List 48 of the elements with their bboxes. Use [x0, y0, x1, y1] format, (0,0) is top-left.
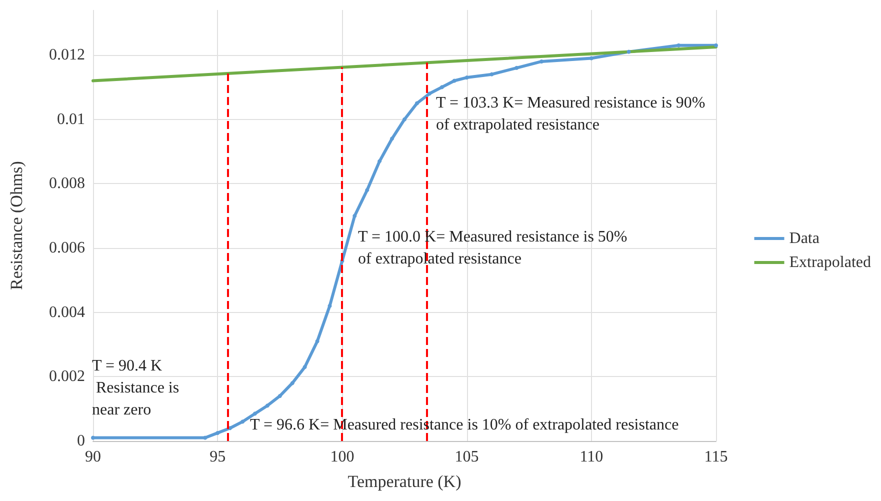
point: [290, 381, 294, 386]
point: [414, 101, 419, 106]
x-tick-label: 100: [330, 448, 354, 466]
point: [265, 404, 270, 408]
point: [676, 43, 681, 48]
point: [91, 436, 95, 440]
y-tick-label: 0.008: [49, 175, 85, 192]
point: [626, 50, 631, 54]
point: [714, 43, 718, 48]
point: [328, 304, 332, 308]
point: [427, 92, 432, 96]
y-axis-title: Resistance (Ohms): [7, 161, 26, 290]
y-tick-label: 0.004: [49, 304, 85, 321]
point: [402, 117, 406, 122]
point: [278, 394, 282, 398]
y-tick-label: 0.01: [57, 110, 85, 128]
point: [252, 412, 257, 416]
y-tick-label: 0: [77, 432, 85, 450]
point: [216, 430, 220, 435]
x-axis-title: Temperature (K): [348, 472, 462, 491]
y-tick-label: 0.002: [49, 368, 85, 386]
annotation: T = 103.3 K= Measured resistance is 90% of extrapolated resistance: [436, 94, 706, 134]
y-tick-label: 0.006: [49, 240, 85, 257]
point: [302, 365, 307, 370]
point: [378, 159, 382, 164]
legend-label: Extrapolated: [789, 254, 872, 271]
annotation: T = 90.4 K Resistance is near zero: [92, 358, 180, 418]
annotation: T = 100.0 K= Measured resistance is 50% of extrapolated resistance: [358, 228, 628, 268]
y-tick-label: 0.012: [49, 46, 85, 64]
point: [490, 72, 494, 76]
x-tick-label: 105: [454, 448, 479, 466]
point: [440, 85, 444, 90]
point: [452, 78, 456, 83]
x-tick-label: 110: [580, 448, 604, 466]
x-tick-label: 115: [704, 448, 728, 466]
point: [589, 56, 594, 60]
legend-label: Data: [789, 230, 820, 247]
point: [390, 136, 394, 141]
point: [464, 76, 469, 80]
point: [315, 339, 320, 344]
point: [540, 59, 544, 64]
point: [352, 214, 357, 218]
point: [240, 420, 245, 424]
point: [365, 188, 370, 192]
x-tick-label: 95: [210, 448, 226, 466]
point: [514, 66, 519, 70]
x-tick-label: 90: [85, 448, 101, 466]
point: [203, 436, 208, 440]
